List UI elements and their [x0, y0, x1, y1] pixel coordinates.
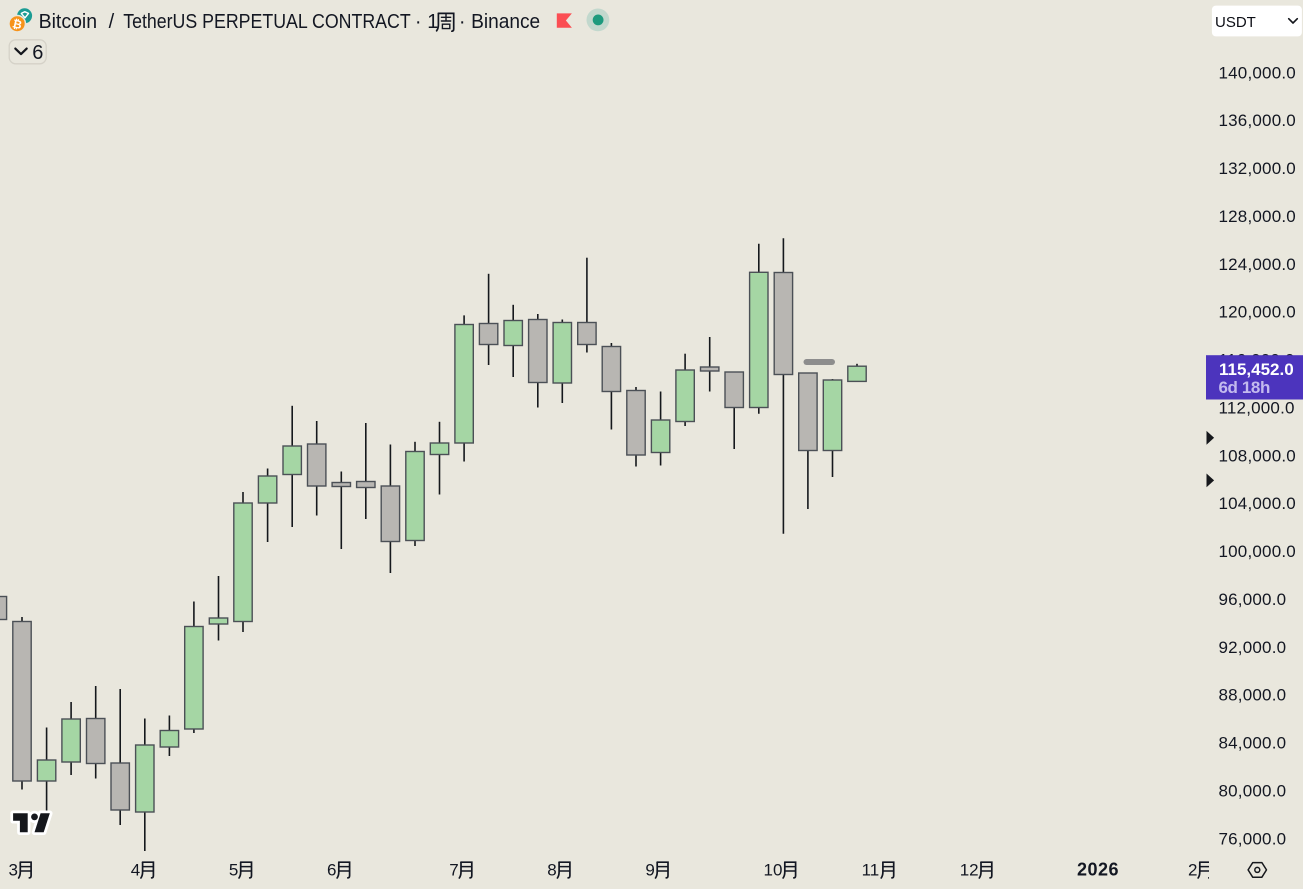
svg-text:5: 5	[229, 860, 238, 879]
svg-text:80,000.0: 80,000.0	[1219, 781, 1287, 800]
svg-text:/: /	[109, 11, 115, 33]
svg-text:4: 4	[131, 860, 140, 879]
svg-text:6: 6	[32, 42, 43, 64]
svg-text:115,452.0: 115,452.0	[1219, 360, 1294, 379]
svg-text:Binance: Binance	[471, 11, 540, 33]
svg-text:TetherUS PERPETUAL CONTRACT: TetherUS PERPETUAL CONTRACT	[123, 11, 411, 33]
svg-text:92,000.0: 92,000.0	[1219, 638, 1287, 657]
svg-text:84,000.0: 84,000.0	[1219, 734, 1287, 753]
svg-text:96,000.0: 96,000.0	[1219, 590, 1287, 609]
svg-text:1: 1	[427, 11, 438, 33]
svg-text:124,000.0: 124,000.0	[1219, 255, 1296, 274]
svg-text:10: 10	[764, 860, 783, 879]
svg-text:136,000.0: 136,000.0	[1219, 111, 1296, 130]
svg-text:9: 9	[645, 860, 654, 879]
svg-text:6d 18h: 6d 18h	[1219, 378, 1270, 397]
svg-text:7: 7	[449, 860, 458, 879]
svg-text:108,000.0: 108,000.0	[1219, 446, 1296, 465]
svg-text:2026: 2026	[1077, 859, 1119, 879]
svg-text:128,000.0: 128,000.0	[1219, 207, 1296, 226]
svg-text:104,000.0: 104,000.0	[1219, 494, 1296, 513]
svg-text:120,000.0: 120,000.0	[1219, 303, 1296, 322]
svg-text:88,000.0: 88,000.0	[1219, 686, 1287, 705]
svg-text:76,000.0: 76,000.0	[1219, 829, 1287, 848]
svg-text:12: 12	[960, 860, 979, 879]
svg-text:·: ·	[459, 11, 466, 33]
svg-text:3: 3	[9, 860, 18, 879]
svg-text:2: 2	[1188, 860, 1197, 879]
svg-text:Bitcoin: Bitcoin	[39, 11, 98, 33]
svg-text:100,000.0: 100,000.0	[1219, 542, 1296, 561]
svg-text:140,000.0: 140,000.0	[1219, 63, 1296, 82]
svg-text:₿: ₿	[11, 18, 23, 32]
svg-text:11: 11	[862, 860, 880, 879]
svg-text:132,000.0: 132,000.0	[1219, 159, 1296, 178]
svg-text:6: 6	[327, 860, 336, 879]
svg-text:·: ·	[415, 11, 422, 33]
svg-text:112,000.0: 112,000.0	[1219, 398, 1295, 417]
svg-text:8: 8	[547, 860, 556, 879]
svg-text:USDT: USDT	[1215, 14, 1256, 31]
